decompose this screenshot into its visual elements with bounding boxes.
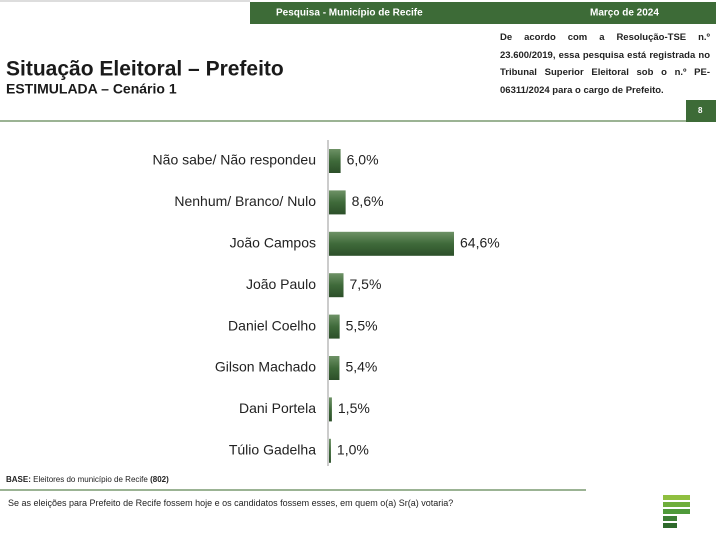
category-label: Túlio Gadelha xyxy=(229,442,316,458)
value-label: 64,6% xyxy=(460,235,500,251)
header-date: Março de 2024 xyxy=(590,8,659,19)
base-label: BASE: xyxy=(6,475,31,484)
value-label: 1,0% xyxy=(337,442,369,458)
logo xyxy=(663,495,690,528)
value-label: 5,4% xyxy=(345,359,377,375)
page-number: 8 xyxy=(698,106,703,115)
category-label: João Paulo xyxy=(246,276,316,292)
category-label: Gilson Machado xyxy=(215,359,316,375)
category-label: Nenhum/ Branco/ Nulo xyxy=(174,193,316,209)
bar xyxy=(329,273,344,298)
chart-subtitle: ESTIMULADA – Cenário 1 xyxy=(6,81,177,97)
question: Se as eleições para Prefeito de Recife f… xyxy=(8,498,454,508)
bar xyxy=(329,314,340,339)
category-label: João Campos xyxy=(230,235,316,251)
bar xyxy=(329,231,454,256)
value-label: 7,5% xyxy=(350,276,382,292)
value-label: 5,5% xyxy=(346,317,378,333)
base-note: BASE: Eleitores do município de Recife (… xyxy=(6,475,169,484)
value-label: 1,5% xyxy=(338,400,370,416)
registration-note: De acordo com a Resolução-TSE n.º 23.600… xyxy=(500,32,710,96)
header-survey: Pesquisa - Município de Recife xyxy=(276,8,423,19)
base-text: Eleitores do município de Recife xyxy=(33,475,148,484)
bar xyxy=(329,438,331,463)
header-bar xyxy=(250,2,716,24)
base-n: (802) xyxy=(150,475,169,484)
category-label: Não sabe/ Não respondeu xyxy=(153,152,316,168)
category-label: Daniel Coelho xyxy=(228,317,316,333)
value-label: 8,6% xyxy=(352,193,384,209)
bar xyxy=(329,190,346,215)
page-box xyxy=(686,100,716,122)
category-label: Dani Portela xyxy=(239,400,316,416)
bar xyxy=(329,149,341,173)
bar xyxy=(329,397,332,422)
value-label: 6,0% xyxy=(347,152,379,168)
bar xyxy=(329,356,340,380)
chart-title: Situação Eleitoral – Prefeito xyxy=(6,58,284,81)
